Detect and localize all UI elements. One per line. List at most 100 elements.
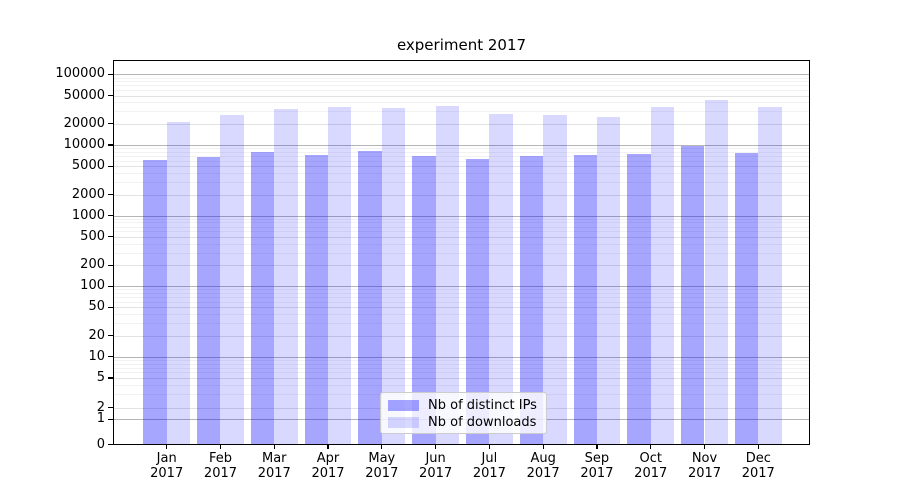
minor-gridline: [114, 385, 809, 387]
minor-gridline: [114, 293, 809, 295]
x-tick-month: Sep: [584, 451, 610, 466]
y-tick-mark: [108, 377, 113, 379]
bar-nb-of-downloads-oct: [650, 106, 675, 444]
y-gridline: [114, 307, 809, 309]
x-tick-label: Dec 2017: [730, 451, 786, 481]
minor-gridline: [114, 111, 809, 113]
x-tick-label: Oct 2017: [623, 451, 679, 481]
y-tick-mark: [108, 335, 113, 337]
x-tick-label: Jul 2017: [461, 451, 517, 481]
minor-gridline: [114, 243, 809, 245]
y-gridline: [114, 356, 809, 358]
x-tick-label: Aug 2017: [515, 451, 571, 481]
bar-nb-of-downloads-nov: [704, 99, 728, 444]
y-tick-mark: [108, 123, 113, 125]
x-tick-mark: [166, 445, 168, 449]
minor-gridline: [114, 148, 809, 150]
y-tick-mark: [108, 165, 113, 167]
x-tick-mark: [596, 445, 598, 449]
bar-nb-of-distinct-ips-mar: [250, 152, 275, 444]
minor-gridline: [114, 289, 809, 291]
bar-nb-of-distinct-ips-may: [358, 151, 382, 444]
x-tick-label: Apr 2017: [300, 451, 356, 481]
x-tick-month: Jun: [425, 451, 446, 466]
y-tick-label: 10000: [63, 137, 105, 152]
x-tick-year: 2017: [580, 466, 614, 481]
y-tick-mark: [108, 236, 113, 238]
plot-inner: [114, 61, 809, 444]
y-tick-label: 0: [96, 436, 105, 452]
x-tick-year: 2017: [419, 466, 453, 481]
y-tick-mark: [108, 443, 113, 446]
minor-gridline: [114, 301, 809, 303]
x-tick-year: 2017: [634, 466, 668, 481]
bar-nb-of-distinct-ips-nov: [681, 145, 705, 444]
x-tick-mark: [219, 445, 222, 449]
y-tick-mark: [108, 264, 113, 266]
bar-nb-of-downloads-jun: [435, 106, 459, 444]
y-gridline: [114, 265, 809, 267]
x-tick-year: 2017: [472, 466, 506, 481]
y-tick-mark: [108, 285, 113, 287]
y-tick-label: 2: [96, 399, 105, 415]
minor-gridline: [114, 372, 809, 374]
y-tick-mark: [108, 193, 113, 196]
x-tick-month: Mar: [261, 451, 287, 466]
x-tick-year: 2017: [687, 466, 722, 481]
y-gridline: [114, 74, 809, 76]
x-tick-month: Feb: [208, 451, 232, 466]
y-gridline: [114, 236, 809, 238]
y-tick-label: 500: [80, 228, 105, 244]
y-tick-mark: [108, 406, 113, 409]
y-tick-label: 20000: [63, 115, 105, 131]
x-tick-year: 2017: [526, 466, 560, 481]
x-tick-label: Mar 2017: [246, 451, 302, 481]
bar-nb-of-downloads-apr: [328, 107, 352, 444]
y-gridline: [114, 286, 809, 288]
x-tick-month: May: [368, 451, 396, 466]
chart-title: experiment 2017: [396, 36, 527, 54]
minor-gridline: [114, 151, 809, 153]
legend: Nb of distinct IPs Nb of downloads: [380, 392, 547, 434]
x-tick-year: 2017: [365, 466, 399, 481]
y-gridline: [114, 123, 809, 125]
y-tick-mark: [108, 418, 113, 420]
x-tick-month: Jul: [481, 451, 498, 466]
y-tick-label: 100: [80, 278, 105, 294]
plot-area: [113, 60, 810, 445]
x-tick-mark: [757, 445, 759, 449]
minor-gridline: [114, 160, 809, 162]
minor-gridline: [114, 77, 809, 79]
y-tick-label: 1: [96, 411, 105, 427]
minor-gridline: [114, 222, 809, 224]
x-tick-label: Sep 2017: [569, 451, 625, 481]
x-tick-label: Nov 2017: [677, 451, 733, 481]
x-tick-label: Jun 2017: [408, 451, 464, 481]
y-gridline: [114, 166, 809, 168]
x-tick-mark: [327, 445, 329, 449]
y-gridline: [114, 215, 809, 217]
x-tick-mark: [273, 445, 275, 449]
x-tick-mark: [488, 445, 490, 449]
bar-nb-of-downloads-dec: [758, 107, 782, 444]
x-tick-month: Jan: [156, 451, 177, 466]
minor-gridline: [114, 226, 809, 228]
x-tick-month: Apr: [316, 451, 340, 466]
y-tick-label: 5: [96, 370, 105, 385]
bar-nb-of-distinct-ips-dec: [734, 152, 759, 444]
minor-gridline: [114, 90, 809, 92]
y-gridline: [114, 378, 809, 379]
x-tick-month: Oct: [639, 451, 662, 466]
bar-nb-of-downloads-feb: [220, 115, 244, 444]
x-tick-year: 2017: [203, 466, 238, 481]
y-tick-label: 50: [88, 299, 105, 315]
x-tick-month: Aug: [530, 451, 556, 466]
x-tick-mark: [381, 445, 383, 449]
x-tick-mark: [703, 445, 706, 449]
bar-nb-of-distinct-ips-oct: [627, 154, 651, 444]
bar-nb-of-distinct-ips-apr: [304, 155, 329, 444]
bar-nb-of-downloads-jan: [166, 122, 191, 444]
minor-gridline: [114, 323, 809, 325]
bar-nb-of-distinct-ips-feb: [197, 156, 221, 444]
